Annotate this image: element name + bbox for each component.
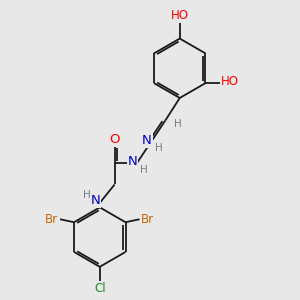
Text: H: H xyxy=(140,165,148,175)
Text: N: N xyxy=(142,134,152,147)
Text: Br: Br xyxy=(45,213,58,226)
Text: Cl: Cl xyxy=(94,282,106,295)
Text: H: H xyxy=(155,143,163,153)
Text: Br: Br xyxy=(141,213,154,226)
Text: H: H xyxy=(174,119,182,129)
Text: N: N xyxy=(128,155,137,168)
Text: H: H xyxy=(83,190,91,200)
Text: HO: HO xyxy=(221,75,239,88)
Text: O: O xyxy=(110,133,120,146)
Text: HO: HO xyxy=(171,9,189,22)
Text: N: N xyxy=(90,194,100,207)
